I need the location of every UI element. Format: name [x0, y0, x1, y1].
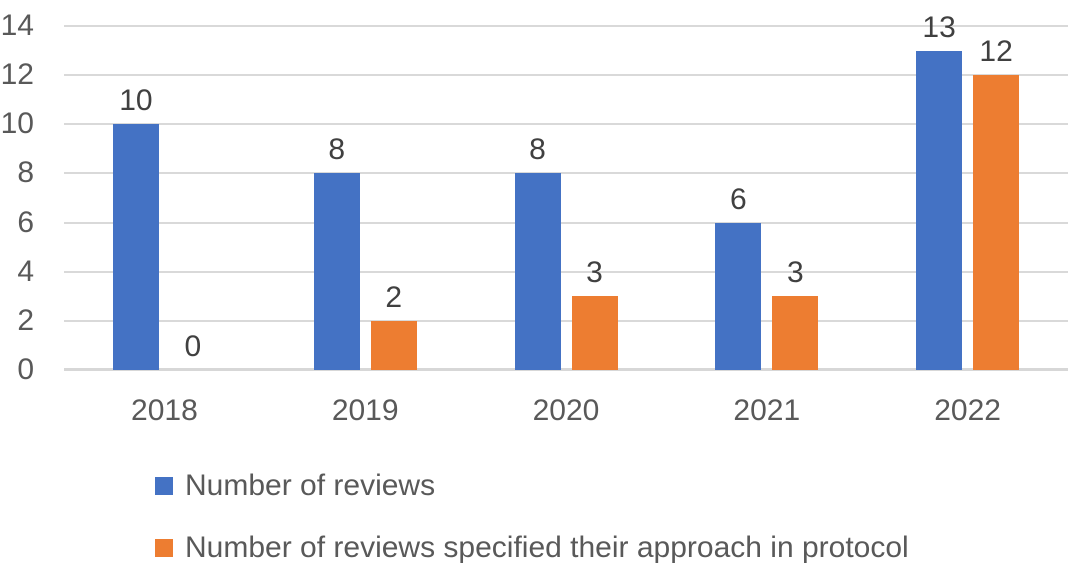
gridline [64, 74, 1068, 77]
bar-2021-series-1 [715, 222, 762, 370]
gridline [64, 270, 1068, 273]
legend-label-number-of-reviews: Number of reviews [185, 469, 436, 502]
bar-2022-series-1 [916, 50, 963, 370]
data-label: 0 [184, 330, 202, 363]
y-tick-label: 10 [0, 107, 34, 141]
bar-2021-series-2 [772, 296, 819, 370]
bar-2020-series-2 [571, 296, 618, 370]
gridline [64, 319, 1068, 322]
bar-2019-series-1 [313, 173, 360, 370]
y-tick-label: 14 [0, 9, 34, 42]
data-label: 3 [786, 256, 804, 290]
x-axis: 2018 2019 2020 2021 2022 [64, 394, 1068, 432]
y-tick-label: 2 [17, 303, 34, 337]
y-tick-label: 12 [0, 58, 34, 92]
x-tick-label: 2020 [532, 394, 600, 427]
y-tick-label: 4 [17, 254, 34, 288]
x-tick-label: 2022 [934, 394, 1001, 427]
legend: Number of reviews Number of reviews spec… [155, 470, 909, 571]
y-axis: 0 2 4 6 8 10 12 14 [0, 11, 36, 385]
y-tick-label: 0 [17, 353, 34, 386]
x-tick-label: 2021 [733, 394, 801, 427]
data-label: 13 [922, 10, 956, 44]
gridline [64, 25, 1068, 27]
data-label: 12 [979, 35, 1013, 69]
data-label: 8 [529, 133, 546, 167]
plot-area: 10 0 8 2 8 3 6 3 13 12 [64, 12, 1068, 371]
y-tick-label: 6 [17, 205, 34, 239]
legend-swatch-blue-square-icon [155, 477, 173, 495]
legend-label-specified-in-protocol: Number of reviews specified their approa… [185, 531, 909, 564]
y-tick-label: 8 [17, 156, 34, 190]
bar-2019-series-2 [370, 320, 417, 370]
bar-2022-series-2 [973, 75, 1020, 370]
x-tick-label: 2019 [331, 394, 399, 427]
legend-swatch-orange-square-icon [155, 539, 173, 557]
gridline [64, 172, 1068, 175]
data-label: 8 [328, 133, 346, 167]
data-label: 2 [385, 280, 403, 314]
bar-2020-series-1 [514, 173, 561, 370]
legend-item-specified-in-protocol: Number of reviews specified their approa… [155, 532, 909, 564]
x-tick-label: 2018 [131, 394, 198, 427]
data-label: 10 [119, 84, 153, 118]
gridline [64, 123, 1068, 126]
gridline [64, 221, 1068, 224]
data-label: 6 [729, 182, 747, 216]
data-label: 3 [586, 256, 603, 290]
x-axis-line [64, 368, 1068, 371]
bar-2018-series-1 [112, 124, 159, 370]
legend-item-number-of-reviews: Number of reviews [155, 470, 909, 502]
